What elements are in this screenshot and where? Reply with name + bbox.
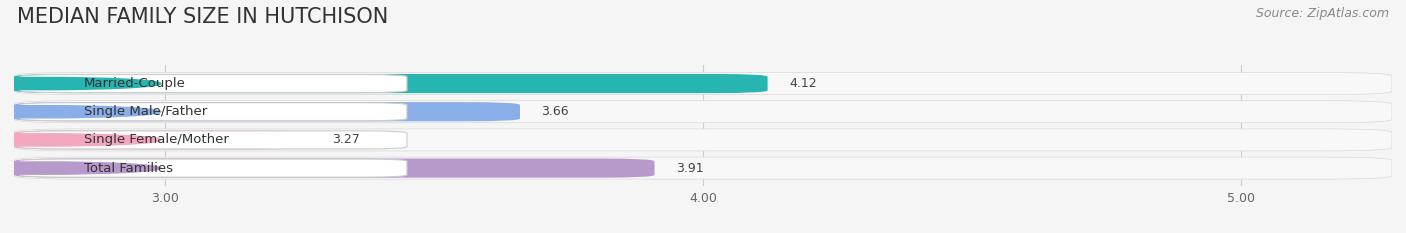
FancyBboxPatch shape [20, 103, 406, 121]
Text: 3.27: 3.27 [332, 134, 360, 146]
Circle shape [0, 106, 160, 118]
FancyBboxPatch shape [14, 102, 520, 121]
FancyBboxPatch shape [14, 129, 1392, 151]
FancyBboxPatch shape [14, 158, 655, 178]
Text: Married-Couple: Married-Couple [84, 77, 186, 90]
Text: Single Female/Mother: Single Female/Mother [84, 134, 229, 146]
Text: 3.91: 3.91 [676, 161, 704, 175]
FancyBboxPatch shape [14, 130, 311, 150]
Text: MEDIAN FAMILY SIZE IN HUTCHISON: MEDIAN FAMILY SIZE IN HUTCHISON [17, 7, 388, 27]
Circle shape [0, 134, 160, 146]
Text: 4.12: 4.12 [789, 77, 817, 90]
FancyBboxPatch shape [20, 159, 406, 177]
FancyBboxPatch shape [20, 75, 406, 93]
Text: Source: ZipAtlas.com: Source: ZipAtlas.com [1256, 7, 1389, 20]
FancyBboxPatch shape [14, 72, 1392, 95]
FancyBboxPatch shape [14, 74, 768, 93]
FancyBboxPatch shape [20, 131, 406, 149]
Circle shape [0, 162, 160, 174]
Text: 3.66: 3.66 [541, 105, 569, 118]
FancyBboxPatch shape [14, 157, 1392, 179]
Text: Single Male/Father: Single Male/Father [84, 105, 207, 118]
Text: Total Families: Total Families [84, 161, 173, 175]
FancyBboxPatch shape [14, 101, 1392, 123]
Circle shape [0, 77, 160, 90]
